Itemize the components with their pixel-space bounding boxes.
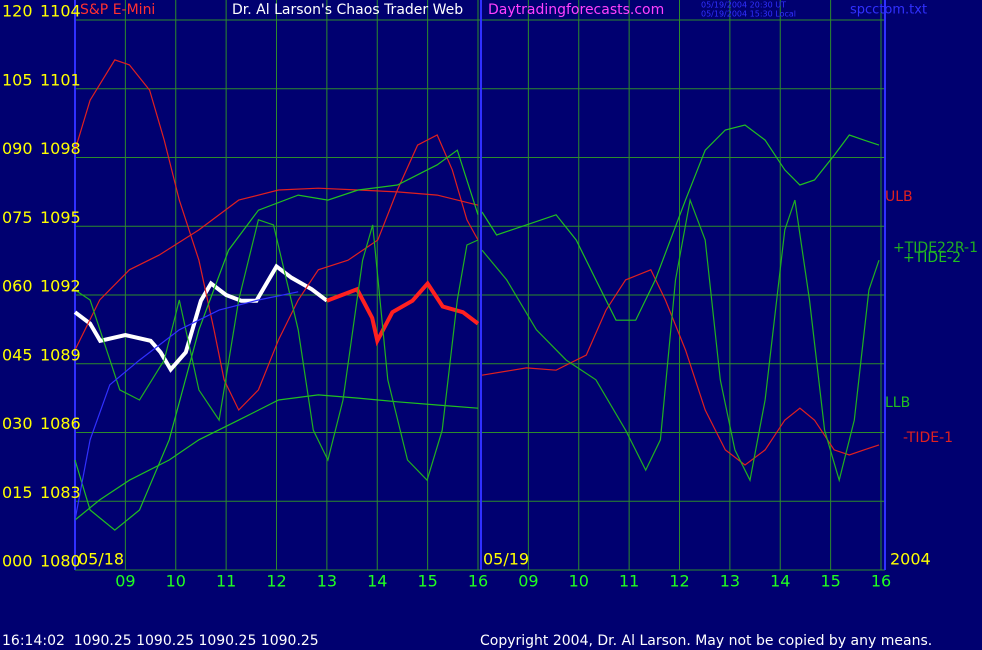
y-tick-label: 015 [2, 483, 33, 502]
x-tick-label: 12 [266, 572, 286, 591]
file-name: spcctom.txt [850, 3, 927, 18]
y-tick-label: 075 [2, 208, 33, 227]
y2-tick-label: 1101 [40, 70, 81, 89]
grid [75, 0, 885, 571]
series-label: -TIDE-1 [903, 430, 953, 446]
tide-line [74, 219, 479, 482]
x-tick-label: 09 [115, 572, 135, 591]
status-line: 16:14:02 1090.25 1090.25 1090.25 1090.25 [2, 633, 319, 649]
x-tick-label: 11 [619, 572, 639, 591]
y2-tick-label: 1098 [40, 139, 81, 158]
y2-tick-label: 1080 [40, 552, 81, 571]
tide-line [74, 394, 479, 521]
series-label: ULB [885, 189, 913, 205]
y2-tick-label: 1083 [40, 483, 81, 502]
price-line [326, 280, 480, 347]
x-tick-label: 15 [417, 572, 437, 591]
y2-tick-label: 1089 [40, 345, 81, 364]
series-label: LLB [885, 395, 910, 411]
y2-tick-label: 1086 [40, 414, 81, 433]
x-tick-label: 13 [317, 572, 337, 591]
tide-line [481, 197, 880, 483]
series-label: +TIDE22R-1 [893, 240, 978, 256]
x-tick-label: 13 [720, 572, 740, 591]
tide-line [74, 187, 479, 351]
instrument: S&P E-Mini [80, 2, 155, 18]
copyright: Copyright 2004, Dr. Al Larson. May not b… [480, 633, 932, 649]
x-tick-label: 14 [367, 572, 387, 591]
tide-line [481, 124, 880, 321]
chart-title: Dr. Al Larson's Chaos Trader Web [232, 2, 463, 18]
y2-tick-label: 1095 [40, 208, 81, 227]
date-label: 05/18 [78, 550, 124, 569]
y-tick-label: 090 [2, 139, 33, 158]
price-line [73, 263, 329, 373]
timestamp-local: 05/19/2004 15:30 Local [701, 10, 796, 19]
site: Daytradingforecasts.com [488, 2, 664, 18]
y2-tick-label: 1104 [40, 2, 81, 21]
y-tick-label: 105 [2, 70, 33, 89]
y-tick-label: 120 [2, 2, 33, 21]
series [73, 59, 880, 531]
x-tick-label: 11 [216, 572, 236, 591]
x-tick-label: 12 [669, 572, 689, 591]
y-tick-label: 030 [2, 414, 33, 433]
x-tick-label: 16 [468, 572, 488, 591]
x-tick-label: 14 [770, 572, 790, 591]
x-tick-label: 10 [569, 572, 589, 591]
y-tick-label: 060 [2, 277, 33, 296]
tide-line [74, 291, 299, 521]
timestamp-ut: 05/19/2004 20:30 UT [701, 1, 786, 10]
date-label: 2004 [890, 550, 931, 569]
y2-tick-label: 1092 [40, 277, 81, 296]
tide-line [74, 149, 479, 531]
series-label: +TIDE-2 [903, 250, 961, 266]
x-tick-label: 10 [166, 572, 186, 591]
y-tick-label: 045 [2, 345, 33, 364]
y-tick-label: 000 [2, 552, 33, 571]
date-label: 05/19 [483, 550, 529, 569]
x-tick-label: 09 [518, 572, 538, 591]
tide-line [74, 59, 479, 412]
tide-line [481, 269, 880, 466]
x-tick-label: 16 [871, 572, 891, 591]
x-tick-label: 15 [820, 572, 840, 591]
